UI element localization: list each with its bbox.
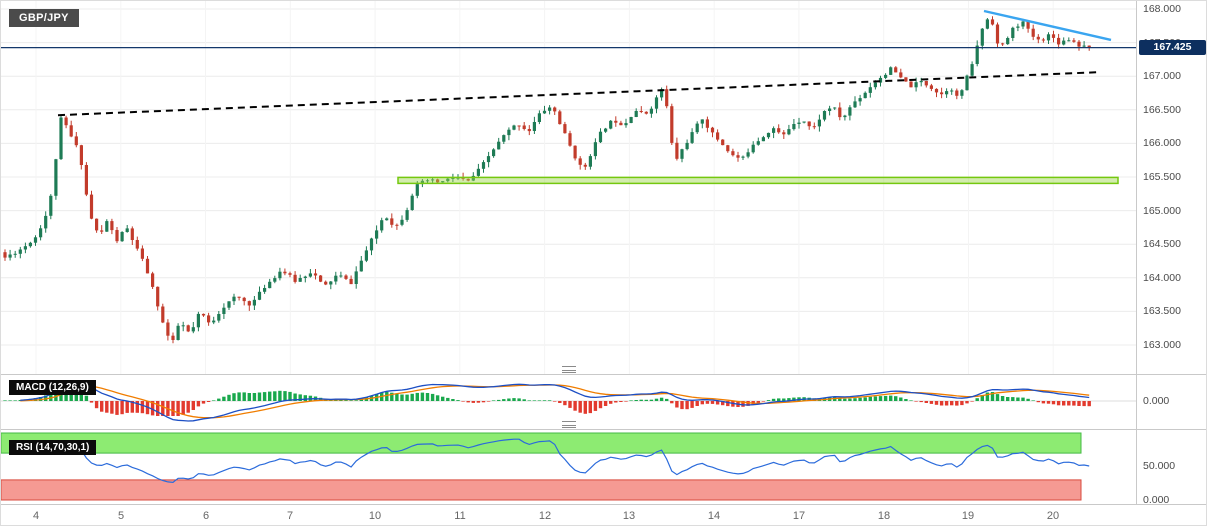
rsi-overbought-band bbox=[1, 432, 1082, 454]
price-chart-panel[interactable]: GBP/JPY bbox=[1, 1, 1136, 374]
candlestick-chart[interactable] bbox=[1, 1, 1136, 374]
panel-separator bbox=[1, 429, 1206, 430]
rsi-panel[interactable]: RSI (14,70,30,1) bbox=[1, 429, 1136, 504]
time-axis-label: 5 bbox=[117, 510, 125, 522]
price-axis-label: 164.000 bbox=[1143, 272, 1181, 284]
price-axis-label: 163.500 bbox=[1143, 305, 1181, 317]
time-axis-label: 4 bbox=[32, 510, 40, 522]
panel-separator bbox=[1, 374, 1206, 375]
panel-resize-handle-rsi[interactable] bbox=[562, 421, 576, 428]
time-axis-label: 14 bbox=[707, 510, 721, 522]
time-axis-label: 10 bbox=[368, 510, 382, 522]
support-zone bbox=[397, 176, 1119, 185]
price-axis-label: 166.500 bbox=[1143, 104, 1181, 116]
time-axis[interactable]: 4 5 6 7 10 11 12 13 14 17 18 19 20 bbox=[1, 504, 1136, 525]
price-axis-label: 163.000 bbox=[1143, 339, 1181, 351]
price-axis[interactable]: 167.425 0.000 50.000 0.000 168.000167.50… bbox=[1136, 1, 1206, 506]
macd-indicator-label: MACD (12,26,9) bbox=[9, 380, 96, 395]
rsi-chart[interactable] bbox=[1, 429, 1136, 504]
rsi-oversold-band bbox=[1, 479, 1082, 501]
time-axis-label: 20 bbox=[1046, 510, 1060, 522]
rsi-indicator-label: RSI (14,70,30,1) bbox=[9, 440, 97, 455]
time-axis-label: 13 bbox=[622, 510, 636, 522]
time-axis-label: 11 bbox=[454, 510, 466, 522]
rsi-bottom-axis-label: 0.000 bbox=[1143, 494, 1170, 506]
price-axis-label: 167.000 bbox=[1143, 70, 1181, 82]
rising-trendline bbox=[57, 71, 1099, 117]
time-axis-label: 19 bbox=[961, 510, 975, 522]
time-axis-label: 17 bbox=[792, 510, 806, 522]
current-price-badge: 167.425 bbox=[1139, 40, 1206, 55]
resistance-trendline bbox=[983, 9, 1112, 42]
rsi-mid-axis-label: 50.000 bbox=[1143, 460, 1176, 472]
price-axis-label: 165.500 bbox=[1143, 171, 1181, 183]
time-axis-label: 7 bbox=[286, 510, 294, 522]
price-axis-label: 166.000 bbox=[1143, 137, 1181, 149]
macd-zero-axis-label: 0.000 bbox=[1143, 395, 1170, 407]
macd-panel[interactable]: MACD (12,26,9) bbox=[1, 374, 1136, 429]
price-axis-label: 164.500 bbox=[1143, 238, 1181, 250]
time-axis-label: 6 bbox=[202, 510, 210, 522]
macd-line bbox=[20, 379, 1090, 422]
axis-separator bbox=[1, 504, 1206, 505]
rsi-line bbox=[80, 438, 1090, 484]
price-axis-label: 165.000 bbox=[1143, 205, 1181, 217]
price-axis-label: 168.000 bbox=[1143, 3, 1181, 15]
time-axis-label: 18 bbox=[877, 510, 891, 522]
time-axis-label: 12 bbox=[538, 510, 552, 522]
panel-resize-handle-macd[interactable] bbox=[562, 366, 576, 373]
symbol-label: GBP/JPY bbox=[9, 9, 79, 27]
